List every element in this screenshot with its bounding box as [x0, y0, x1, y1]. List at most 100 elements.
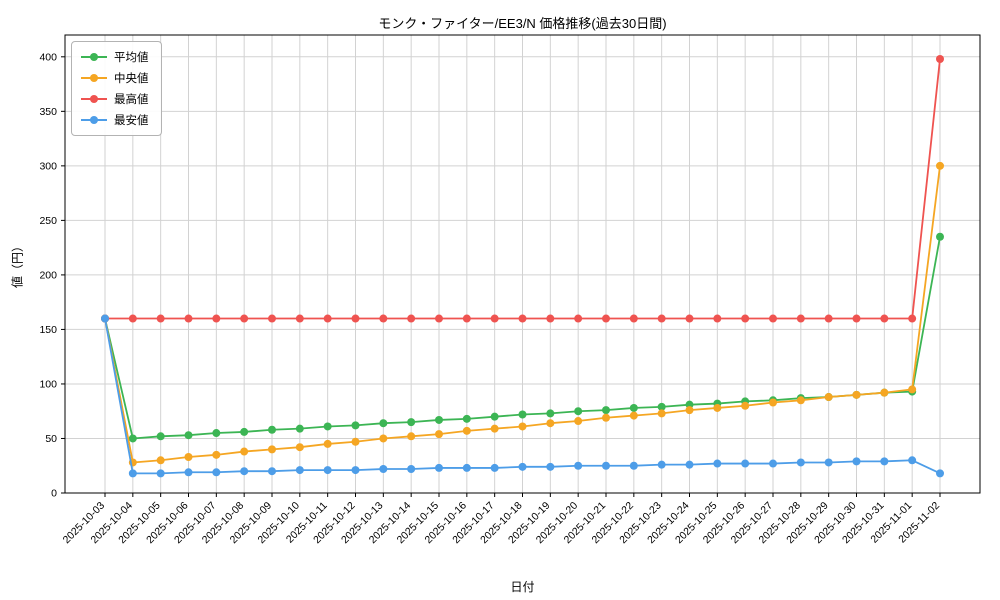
data-point: [323, 466, 332, 475]
data-point: [713, 314, 722, 323]
data-point: [574, 461, 583, 470]
data-point: [769, 314, 777, 323]
data-point: [936, 469, 944, 478]
data-point: [602, 413, 610, 422]
data-point: [880, 457, 889, 466]
data-point: [156, 456, 165, 465]
data-point: [184, 314, 193, 323]
data-point: [379, 419, 388, 428]
data-point: [240, 314, 249, 323]
chart-legend: 平均値中央値最高値最安値: [71, 41, 162, 136]
legend-label: 最安値: [114, 115, 149, 127]
data-point: [295, 443, 304, 452]
data-point: [546, 419, 555, 428]
y-tick-label: 350: [39, 106, 57, 118]
data-point: [407, 314, 416, 323]
data-point: [657, 402, 666, 411]
data-point: [212, 468, 221, 477]
data-point: [741, 459, 750, 468]
data-point: [462, 414, 471, 423]
data-point: [602, 314, 610, 323]
y-tick-label: 400: [39, 51, 57, 63]
legend-marker-icon: [81, 73, 107, 83]
data-point: [546, 462, 555, 471]
data-point: [435, 430, 443, 439]
data-point: [156, 432, 165, 441]
legend-item-0: 平均値: [81, 49, 149, 65]
data-point: [435, 314, 443, 323]
data-point: [685, 406, 694, 415]
data-point: [128, 469, 137, 478]
data-point: [268, 445, 276, 454]
data-point: [240, 467, 249, 476]
data-point: [462, 426, 471, 435]
data-point: [128, 314, 137, 323]
data-point: [490, 314, 499, 323]
data-point: [657, 460, 666, 469]
data-point: [268, 314, 276, 323]
data-point: [518, 314, 527, 323]
y-tick-label: 300: [39, 160, 57, 172]
data-point: [407, 465, 416, 474]
legend-item-2: 最高値: [81, 91, 149, 107]
data-point: [602, 461, 610, 470]
data-point: [240, 427, 249, 436]
y-tick-label: 250: [39, 215, 57, 227]
data-point: [713, 459, 722, 468]
data-point: [295, 466, 304, 475]
legend-label: 中央値: [114, 73, 149, 85]
data-point: [212, 450, 221, 459]
legend-label: 平均値: [114, 52, 149, 64]
data-point: [685, 460, 694, 469]
data-point: [824, 393, 833, 402]
data-point: [128, 434, 137, 443]
data-point: [629, 314, 638, 323]
data-point: [435, 415, 443, 424]
data-point: [796, 314, 805, 323]
data-point: [323, 422, 332, 431]
data-point: [574, 417, 583, 426]
data-point: [880, 388, 889, 397]
data-point: [936, 232, 944, 241]
data-point: [741, 401, 750, 410]
data-point: [351, 437, 360, 446]
data-point: [741, 314, 750, 323]
data-point: [184, 468, 193, 477]
y-tick-label: 150: [39, 324, 57, 336]
chart-title: モンク・ファイター/EE3/N 価格推移(過去30日間): [378, 16, 667, 31]
data-point: [518, 410, 527, 419]
data-point: [880, 314, 889, 323]
data-point: [462, 314, 471, 323]
data-point: [101, 314, 109, 323]
data-point: [407, 432, 416, 441]
data-point: [908, 456, 917, 465]
data-point: [936, 54, 944, 63]
data-point: [295, 424, 304, 433]
data-point: [240, 447, 249, 456]
data-point: [629, 403, 638, 412]
data-point: [824, 314, 833, 323]
data-point: [796, 458, 805, 467]
data-point: [629, 411, 638, 420]
data-point: [435, 463, 443, 472]
data-point: [685, 314, 694, 323]
y-tick-label: 50: [45, 433, 57, 445]
data-point: [490, 412, 499, 421]
data-point: [490, 424, 499, 433]
legend-label: 最高値: [114, 94, 149, 106]
legend-marker-icon: [81, 52, 107, 62]
data-point: [268, 425, 276, 434]
data-point: [769, 398, 777, 407]
data-point: [462, 463, 471, 472]
data-point: [184, 431, 193, 440]
y-tick-label: 200: [39, 269, 57, 281]
y-tick-label: 100: [39, 378, 57, 390]
data-point: [713, 403, 722, 412]
data-point: [852, 457, 861, 466]
data-point: [156, 314, 165, 323]
data-point: [351, 421, 360, 430]
legend-marker-icon: [81, 94, 107, 104]
data-point: [657, 314, 666, 323]
data-point: [824, 458, 833, 467]
data-point: [379, 314, 388, 323]
